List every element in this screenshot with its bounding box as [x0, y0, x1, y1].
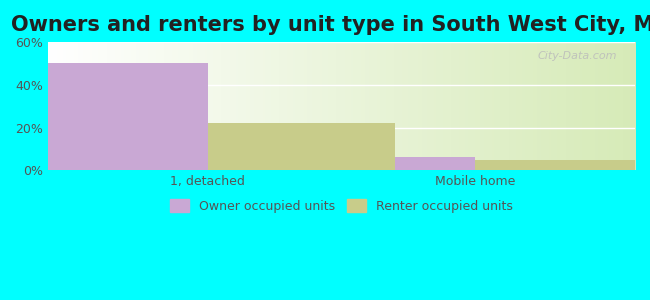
Bar	[208, 123, 395, 170]
Title: Owners and renters by unit type in South West City, MO: Owners and renters by unit type in South…	[11, 15, 650, 35]
Text: City-Data.com: City-Data.com	[538, 51, 617, 61]
Legend: Owner occupied units, Renter occupied units: Owner occupied units, Renter occupied un…	[165, 194, 518, 218]
Bar	[475, 160, 650, 170]
Bar	[288, 158, 475, 170]
Bar	[21, 64, 208, 170]
